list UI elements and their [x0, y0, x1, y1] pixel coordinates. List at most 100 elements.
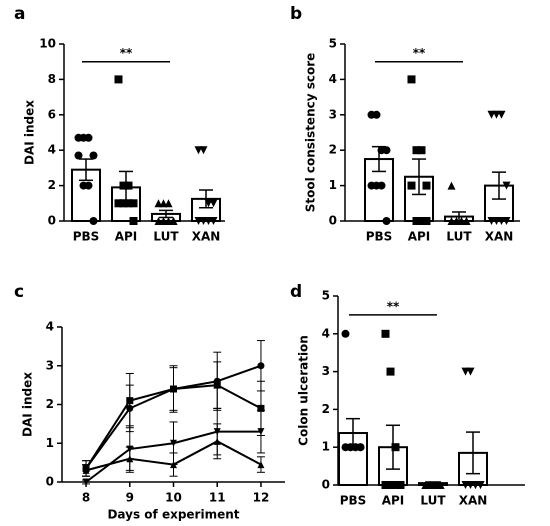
point: [170, 439, 177, 447]
point: [209, 199, 218, 208]
point: [341, 329, 350, 338]
point: [84, 181, 93, 190]
panel-label: d: [290, 282, 302, 302]
point: [84, 133, 93, 142]
y-tick-label: 6: [48, 107, 56, 121]
point: [89, 217, 98, 225]
x-tick-label: PBS: [340, 494, 367, 508]
y-tick-label: 4: [329, 72, 337, 86]
x-tick-label: API: [115, 230, 138, 244]
y-axis-label: DAI index: [23, 100, 37, 165]
y-tick-label: 1: [322, 440, 330, 454]
point: [391, 481, 400, 489]
panel-label: b: [290, 4, 302, 24]
point: [114, 75, 123, 84]
point: [126, 445, 134, 453]
point: [169, 217, 178, 225]
point: [257, 404, 265, 412]
x-tick-label: API: [408, 230, 431, 244]
point: [396, 481, 405, 489]
point: [129, 217, 138, 225]
point: [82, 478, 90, 486]
point: [422, 181, 431, 190]
point: [170, 385, 177, 393]
y-tick-label: 2: [48, 178, 56, 192]
point: [417, 146, 426, 155]
point: [436, 481, 445, 489]
point: [447, 181, 456, 190]
point: [257, 362, 265, 370]
x-axis-label: Days of experiment: [107, 508, 239, 522]
annotation: **: [413, 46, 426, 60]
point: [257, 461, 265, 469]
point: [407, 181, 416, 190]
y-tick-label: 0: [329, 214, 337, 228]
y-tick-label: 10: [39, 37, 56, 51]
point: [476, 481, 485, 489]
y-tick-label: 2: [322, 402, 330, 416]
y-tick-label: 3: [329, 107, 337, 121]
point: [124, 181, 133, 190]
point: [386, 481, 395, 489]
point: [129, 199, 138, 208]
point: [213, 381, 221, 389]
point: [381, 329, 390, 338]
x-tick-label: XAN: [192, 230, 221, 244]
point: [209, 217, 218, 225]
y-tick-label: 0: [48, 214, 56, 228]
point: [114, 199, 123, 208]
point: [372, 110, 381, 119]
point: [502, 217, 511, 225]
point: [466, 367, 475, 376]
x-tick-label: PBS: [366, 230, 393, 244]
point: [386, 367, 395, 376]
y-tick-label: 8: [48, 72, 56, 86]
point: [462, 217, 471, 225]
point: [82, 466, 90, 474]
point: [213, 428, 221, 436]
y-tick-label: 5: [329, 37, 337, 51]
y-tick-label: 2: [46, 397, 54, 411]
x-tick-label: XAN: [485, 230, 514, 244]
y-axis-label: Colon ulceration: [297, 335, 311, 446]
x-tick-label: PBS: [73, 230, 100, 244]
y-tick-label: 3: [322, 364, 330, 378]
y-tick-label: 5: [322, 289, 330, 303]
point: [119, 181, 128, 190]
y-tick-label: 4: [46, 320, 54, 334]
x-tick-label: LUT: [420, 494, 446, 508]
y-tick-label: 0: [46, 475, 54, 489]
point: [422, 217, 431, 225]
x-tick-label: 9: [126, 491, 134, 505]
annotation: **: [387, 299, 400, 313]
point: [412, 146, 421, 155]
panel-label: c: [14, 282, 24, 302]
point: [382, 217, 391, 225]
y-tick-label: 3: [46, 358, 54, 372]
point: [89, 151, 98, 160]
point: [74, 151, 83, 160]
y-axis-label: Stool consistency score: [304, 53, 318, 213]
y-tick-label: 2: [329, 143, 337, 157]
x-tick-label: LUT: [153, 230, 179, 244]
annotation: **: [120, 46, 133, 60]
panel-label: a: [14, 4, 25, 24]
y-axis-label: DAI index: [21, 372, 35, 437]
point: [199, 146, 208, 155]
point: [497, 110, 506, 119]
point: [356, 443, 365, 452]
x-tick-label: 8: [82, 491, 90, 505]
point: [381, 481, 390, 489]
point: [417, 217, 426, 225]
y-tick-label: 4: [48, 143, 56, 157]
x-tick-label: 10: [165, 491, 182, 505]
y-tick-label: 0: [322, 478, 330, 492]
x-tick-label: XAN: [459, 494, 488, 508]
x-tick-label: 12: [253, 491, 270, 505]
point: [502, 181, 511, 190]
y-tick-label: 1: [46, 436, 54, 450]
x-tick-label: LUT: [446, 230, 472, 244]
point: [377, 181, 386, 190]
x-tick-label: API: [382, 494, 405, 508]
